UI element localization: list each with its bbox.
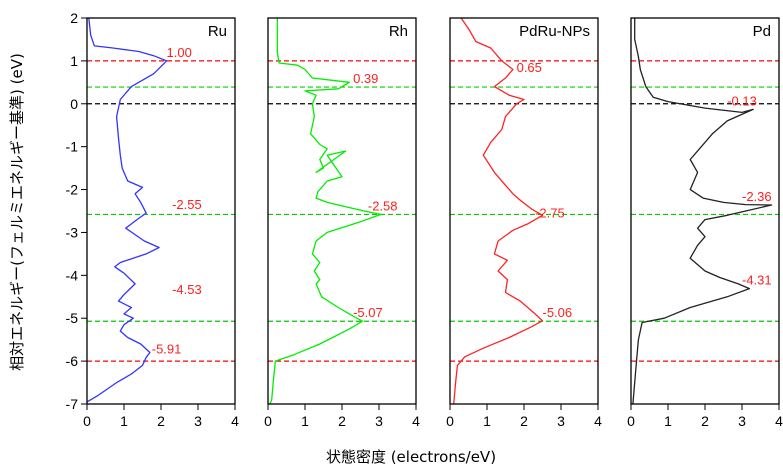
x-tick-label: 3 xyxy=(557,413,565,429)
peak-annotation: -5.91 xyxy=(152,341,182,356)
peak-annotation: 0.39 xyxy=(353,71,378,86)
y-tick-label: -2 xyxy=(66,182,79,198)
y-tick-label: 0 xyxy=(70,96,78,112)
x-tick-label: 0 xyxy=(446,413,454,429)
x-tick-label: 3 xyxy=(194,413,202,429)
x-tick-label: 0 xyxy=(264,413,272,429)
peak-annotation: -2.36 xyxy=(742,189,772,204)
peak-annotation: -0.13 xyxy=(727,93,757,108)
x-axis-title: 状態密度 (electrons/eV) xyxy=(326,448,496,466)
panel-label: Rh xyxy=(389,23,408,40)
peak-annotation: -4.53 xyxy=(172,282,202,297)
y-tick-label: -7 xyxy=(66,396,79,412)
y-tick-label: 1 xyxy=(70,53,78,69)
panel-label: Ru xyxy=(208,23,227,40)
panel-frame xyxy=(449,17,599,405)
panel-frame xyxy=(630,17,780,405)
peak-annotation: -2.58 xyxy=(368,198,398,213)
x-tick-label: 3 xyxy=(738,413,746,429)
peak-annotation: -2.75 xyxy=(535,206,565,221)
peak-annotation: -5.06 xyxy=(543,305,573,320)
x-tick-label: 1 xyxy=(301,413,309,429)
x-tick-label: 2 xyxy=(701,413,709,429)
y-tick-label: -1 xyxy=(66,139,79,155)
x-tick-label: 2 xyxy=(338,413,346,429)
x-tick-label: 4 xyxy=(412,413,420,429)
y-tick-label: -4 xyxy=(66,267,79,283)
x-tick-label: 4 xyxy=(775,413,783,429)
x-tick-label: 2 xyxy=(157,413,165,429)
panel-label: PdRu-NPs xyxy=(519,23,590,40)
y-axis-title: 相対エネルギー(フェルミエネルギー基準) (eV) xyxy=(8,53,26,371)
y-tick-label: 2 xyxy=(70,10,78,26)
panel-label: Pd xyxy=(753,23,771,40)
peak-annotation: 1.00 xyxy=(167,45,192,60)
x-tick-label: 1 xyxy=(664,413,672,429)
x-tick-label: 0 xyxy=(83,413,91,429)
y-tick-label: -6 xyxy=(66,353,79,369)
peak-annotation: -4.31 xyxy=(742,273,772,288)
peak-annotation: 0.65 xyxy=(517,60,542,75)
x-tick-label: 1 xyxy=(483,413,491,429)
x-tick-label: 4 xyxy=(231,413,239,429)
dos-curve-rh xyxy=(269,18,382,405)
x-tick-label: 2 xyxy=(520,413,528,429)
dos-curve-pd xyxy=(632,18,773,405)
x-tick-label: 1 xyxy=(120,413,128,429)
y-tick-label: -3 xyxy=(66,224,79,240)
panels-layer: 0 1 2 3 4 Ru 1.00 -2.55 -4.53 -5.91 0 1 2 3 4 Rh 0.39 -2.… xyxy=(83,17,783,429)
x-tick-label: 4 xyxy=(594,413,602,429)
panel-pdru-nps: 0 1 2 3 4 PdRu-NPs 0.65 -2.75 -5.06 xyxy=(446,17,602,429)
y-tick-label: -5 xyxy=(66,310,79,326)
peak-annotation: -5.07 xyxy=(353,305,383,320)
dos-curve-ru xyxy=(86,17,168,403)
panel-pd: 0 1 2 3 4 Pd -0.13 -2.36 -4.31 xyxy=(627,17,783,429)
panel-rh: 0 1 2 3 4 Rh 0.39 -2.58 -5.07 xyxy=(264,17,420,429)
x-tick-label: 3 xyxy=(375,413,383,429)
x-tick-label: 0 xyxy=(627,413,635,429)
peak-annotation: -2.55 xyxy=(172,197,202,212)
panel-ru: 0 1 2 3 4 Ru 1.00 -2.55 -4.53 -5.91 xyxy=(83,17,239,429)
y-axis: 2 1 0 -1 -2 -3 -4 -5 -6 -7 xyxy=(66,10,87,412)
dos-curve-pdru-nps xyxy=(453,17,544,405)
